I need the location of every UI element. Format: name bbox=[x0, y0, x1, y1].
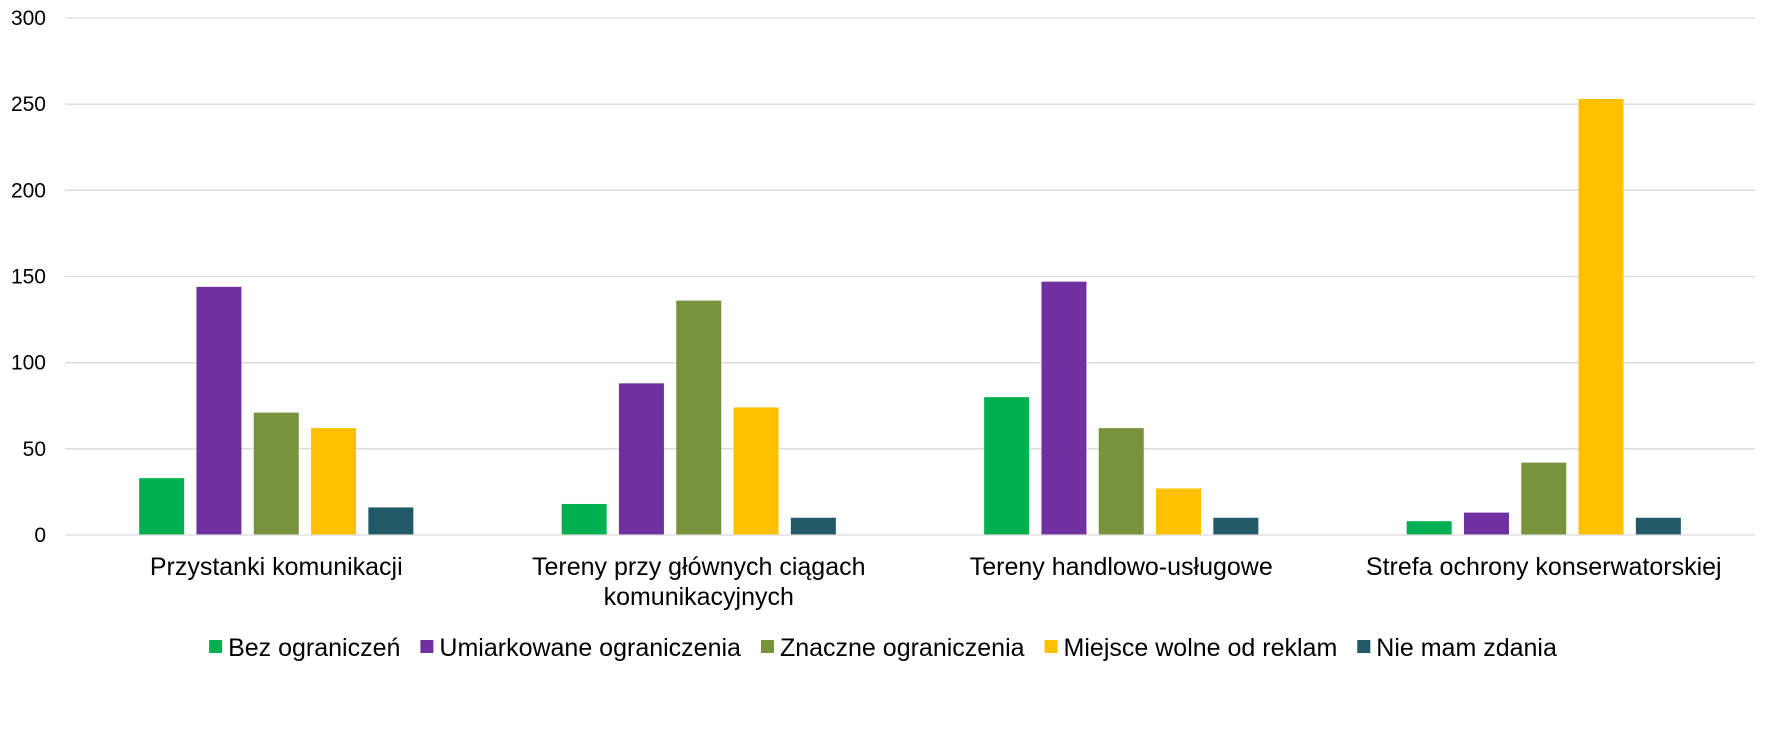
legend-swatch-3 bbox=[1044, 640, 1058, 653]
y-tick-label-300: 300 bbox=[11, 7, 46, 30]
bar-1-1 bbox=[618, 383, 664, 535]
bar-0-4 bbox=[368, 507, 414, 535]
bar-3-2 bbox=[1521, 462, 1567, 535]
bar-1-2 bbox=[676, 300, 722, 535]
category-label-0: Przystanki komunikacji bbox=[150, 553, 403, 581]
category-label-2: Tereny handlowo-usługowe bbox=[970, 553, 1273, 581]
bar-1-0 bbox=[561, 503, 607, 535]
bar-3-1 bbox=[1463, 512, 1509, 535]
category-label-1-line-1: komunikacyjnych bbox=[604, 583, 794, 611]
bar-0-3 bbox=[311, 428, 357, 535]
legend-label-4: Nie mam zdania bbox=[1376, 634, 1557, 662]
y-tick-label-100: 100 bbox=[11, 352, 46, 375]
y-tick-label-50: 50 bbox=[23, 438, 46, 461]
bars bbox=[139, 98, 1681, 535]
category-label-3: Strefa ochrony konserwatorskiej bbox=[1366, 553, 1722, 581]
legend: Bez ograniczeń Umiarkowane ograniczenia Zn… bbox=[209, 634, 1557, 662]
bar-2-4 bbox=[1213, 517, 1259, 535]
y-tick-label-250: 250 bbox=[11, 93, 46, 116]
legend-swatch-4 bbox=[1357, 640, 1371, 653]
bar-2-3 bbox=[1156, 488, 1202, 535]
legend-label-3: Miejsce wolne od reklam bbox=[1064, 634, 1338, 662]
bar-0-0 bbox=[139, 478, 185, 535]
legend-swatch-2 bbox=[760, 640, 774, 653]
bar-1-4 bbox=[790, 517, 836, 535]
y-tick-label-0: 0 bbox=[34, 524, 46, 547]
category-label-1-line-0: Tereny przy głównych ciągach bbox=[532, 553, 866, 581]
x-axis-categories: Przystanki komunikacji Tereny przy główny… bbox=[150, 553, 1722, 611]
legend-swatch-0 bbox=[209, 640, 223, 653]
bar-2-0 bbox=[984, 397, 1030, 535]
y-tick-label-150: 150 bbox=[11, 266, 46, 289]
y-tick-label-200: 200 bbox=[11, 179, 46, 202]
gridlines bbox=[65, 17, 1755, 450]
legend-label-1: Umiarkowane ograniczenia bbox=[439, 634, 741, 662]
bar-2-1 bbox=[1041, 281, 1087, 535]
legend-label-2: Znaczne ograniczenia bbox=[780, 634, 1025, 662]
bar-2-2 bbox=[1098, 428, 1144, 535]
legend-swatch-1 bbox=[420, 640, 434, 653]
y-axis-ticks: 0 50 100 150 200 250 300 bbox=[11, 7, 46, 547]
bar-3-4 bbox=[1635, 517, 1681, 535]
bar-3-0 bbox=[1406, 521, 1452, 535]
bar-0-2 bbox=[253, 412, 299, 535]
bar-1-3 bbox=[733, 407, 779, 535]
bar-0-1 bbox=[196, 286, 242, 535]
legend-label-0: Bez ograniczeń bbox=[228, 634, 400, 662]
bar-3-3 bbox=[1578, 98, 1624, 535]
